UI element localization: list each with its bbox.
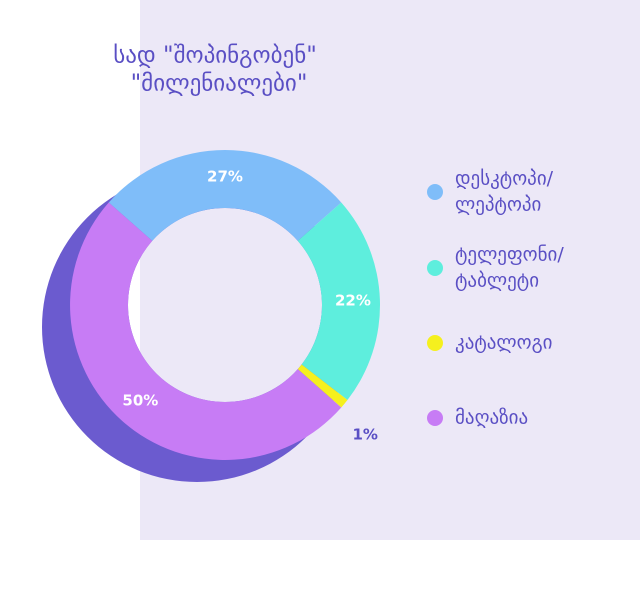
- legend-label: მაღაზია: [455, 407, 528, 429]
- donut: [70, 150, 381, 460]
- legend-marker: [427, 260, 443, 276]
- legend-marker: [427, 184, 443, 200]
- legend: დესკტოპი/ლეპტოპი ტელეფონი/ტაბლეტი კატალოგი…: [427, 168, 564, 429]
- donut-slice: [297, 202, 381, 401]
- legend-label: კატალოგი: [455, 332, 552, 354]
- value-label: 22%: [335, 291, 371, 309]
- legend-label: ტაბლეტი: [455, 270, 539, 292]
- donut-slice: [108, 150, 342, 241]
- title: სად "შოპინგობენ""მილენიალები": [113, 43, 317, 97]
- donut-slice: [297, 364, 348, 408]
- value-label: 50%: [122, 392, 158, 410]
- value-label: 1%: [352, 426, 377, 444]
- chart-title: სად "შოპინგობენ": [113, 43, 317, 69]
- value-labels: 27% 22% 1% 50%: [122, 168, 378, 444]
- legend-marker: [427, 335, 443, 351]
- legend-label: ტელეფონი/: [455, 244, 564, 266]
- legend-marker: [427, 410, 443, 426]
- chart-title: "მილენიალები": [131, 71, 308, 97]
- legend-label: დესკტოპი/: [455, 168, 554, 190]
- donut-slice: [70, 202, 342, 460]
- legend-label: ლეპტოპი: [455, 194, 541, 216]
- value-label: 27%: [207, 168, 243, 186]
